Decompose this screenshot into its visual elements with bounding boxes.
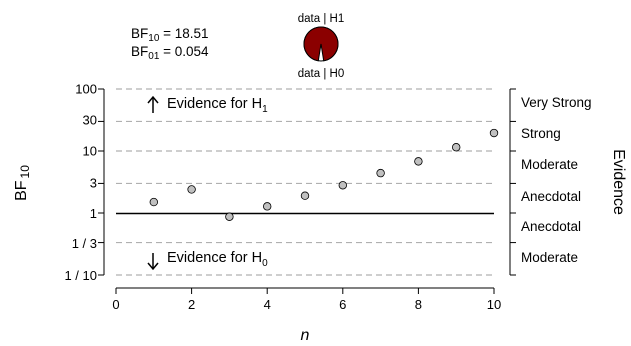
data-point	[414, 157, 423, 166]
evidence-axis-title: Evidence	[610, 149, 627, 215]
evidence-labels: Very Strong Strong Moderate Anecdotal An…	[521, 95, 592, 265]
data-point	[489, 128, 499, 138]
x-tick-label: 10	[487, 297, 501, 312]
pie-slice-h1	[303, 26, 339, 62]
x-tick-label: 2	[188, 297, 195, 312]
y-tick-label: 3	[90, 176, 97, 191]
probability-wheel	[303, 26, 339, 62]
y-tick-label: 1 / 10	[64, 268, 97, 283]
data-point	[263, 202, 272, 211]
data-points	[149, 128, 499, 221]
y-tick-label: 100	[75, 82, 97, 97]
pie-label-h0: data | H0	[298, 68, 344, 80]
x-tick-label: 8	[415, 297, 422, 312]
evidence-label-moderate-h1: Moderate	[521, 157, 578, 172]
y-tick-label: 10	[83, 144, 97, 159]
evidence-label-moderate-h0: Moderate	[521, 250, 578, 265]
bf01-value: 0.054	[175, 44, 209, 59]
evidence-label-very-strong: Very Strong	[521, 95, 592, 110]
x-ticks	[115, 288, 495, 294]
x-tick-label: 6	[339, 297, 346, 312]
y-axis-title: BF10	[13, 165, 32, 201]
x-tick-labels: 0 2 4 6 8 10	[112, 297, 501, 312]
evidence-axis-ticks	[510, 88, 516, 276]
y-tick-labels: 100 30 10 3 1 1 / 3 1 / 10	[64, 82, 97, 284]
y-tick-label: 1 / 3	[72, 236, 97, 251]
y-ticks	[98, 88, 104, 276]
evidence-label-anecdotal-h0: Anecdotal	[521, 219, 581, 234]
evidence-h0-annotation: Evidence for H0	[147, 250, 268, 271]
bf10-value: 18.51	[175, 26, 209, 41]
data-point	[149, 197, 158, 207]
data-point	[300, 191, 310, 200]
evidence-label-anecdotal-h1: Anecdotal	[521, 189, 581, 204]
y-tick-label: 1	[90, 206, 97, 221]
data-point	[338, 181, 347, 190]
x-tick-label: 4	[264, 297, 271, 312]
y-tick-label: 30	[83, 113, 97, 128]
data-point	[452, 143, 461, 152]
x-axis-title: n	[301, 327, 310, 344]
x-tick-label: 0	[112, 297, 119, 312]
data-point	[376, 168, 385, 178]
data-point	[225, 212, 234, 221]
pie-label-h1: data | H1	[298, 13, 344, 25]
svg-text:Evidence for H0: Evidence for H0	[167, 250, 268, 269]
bf01-label: BF01 = 0.054	[131, 44, 209, 62]
bf10-label: BF10 = 18.51	[131, 26, 209, 44]
data-point	[187, 185, 196, 194]
evidence-label-strong: Strong	[521, 126, 561, 141]
evidence-h1-annotation: Evidence for H1	[147, 95, 268, 115]
grid-lines	[116, 88, 494, 276]
svg-text:Evidence for H1: Evidence for H1	[167, 96, 268, 115]
